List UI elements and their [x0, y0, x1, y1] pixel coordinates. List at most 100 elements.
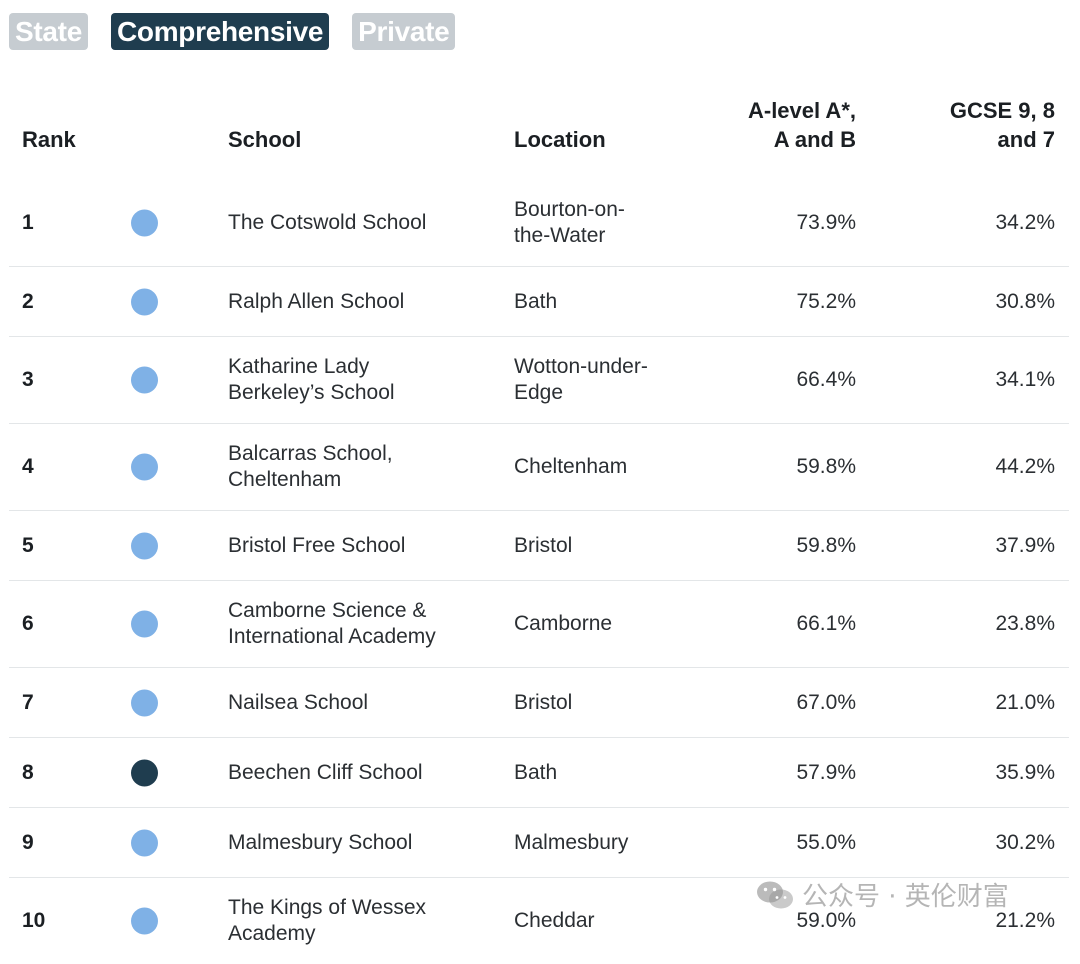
- rank-cell: 9: [22, 830, 34, 854]
- school-name-line2: International Academy: [228, 625, 436, 648]
- rank-cell: 2: [22, 289, 34, 313]
- school-name[interactable]: Malmesbury School: [228, 830, 478, 856]
- table-row[interactable]: 4 Balcarras School, Cheltenham Cheltenham 59…: [9, 424, 1069, 511]
- alevel-value: 66.4%: [796, 368, 856, 391]
- school-name[interactable]: The Cotswold School: [228, 210, 478, 236]
- location-cell: Cheltenham: [514, 454, 674, 480]
- school-type-dot: [131, 689, 158, 716]
- location-line1: Bristol: [514, 690, 573, 714]
- school-type-dot: [131, 610, 158, 638]
- gcse-value: 37.9%: [995, 533, 1055, 557]
- school-name-line1: Malmesbury School: [228, 830, 413, 854]
- location-line2: the-Water: [514, 224, 606, 247]
- header-alevel-line1: A-level A*,: [747, 98, 856, 123]
- location-line1: Bath: [514, 289, 558, 313]
- location-line1: Malmesbury: [514, 830, 629, 854]
- school-type-filters: State Comprehensive Private: [9, 13, 456, 50]
- school-name-line1: The Kings of Wessex: [228, 896, 427, 919]
- gcse-value: 21.2%: [995, 909, 1055, 932]
- gcse-value: 44.2%: [995, 455, 1055, 478]
- rank-cell: 6: [22, 612, 34, 635]
- header-school[interactable]: School: [228, 127, 302, 152]
- table-row[interactable]: 5 Bristol Free School Bristol 59.8% 37.9%: [9, 511, 1069, 581]
- school-name[interactable]: Bristol Free School: [228, 533, 478, 559]
- location-line1: Wotton-under-: [514, 355, 648, 378]
- location-line1: Bourton-on-: [514, 198, 625, 221]
- gcse-value: 30.8%: [995, 289, 1055, 313]
- alevel-value: 57.9%: [796, 760, 856, 784]
- school-name[interactable]: Balcarras School, Cheltenham: [228, 441, 478, 493]
- filter-state-button[interactable]: State: [9, 13, 88, 50]
- table-row[interactable]: 8 Beechen Cliff School Bath 57.9% 35.9%: [9, 738, 1069, 808]
- location-cell: Malmesbury: [514, 830, 674, 856]
- table-row[interactable]: 1 The Cotswold School Bourton-on-the-Water…: [9, 180, 1069, 267]
- location-cell: Bristol: [514, 533, 674, 559]
- rank-cell: 7: [22, 690, 34, 714]
- school-type-dot: [131, 759, 158, 786]
- header-alevel-line2: A and B: [773, 127, 856, 152]
- rank-cell: 3: [22, 368, 34, 391]
- location-line2: Edge: [514, 381, 564, 404]
- gcse-value: 21.0%: [995, 690, 1055, 714]
- alevel-value: 73.9%: [796, 211, 856, 234]
- school-type-dot: [131, 907, 158, 935]
- alevel-value: 67.0%: [796, 690, 856, 714]
- table-row[interactable]: 10 The Kings of Wessex Academy Cheddar 59.0%…: [9, 878, 1069, 964]
- location-line1: Cheddar: [514, 909, 595, 932]
- location-line1: Camborne: [514, 612, 613, 635]
- location-cell: Bristol: [514, 690, 674, 716]
- location-cell: Bath: [514, 760, 674, 786]
- school-name-line1: Ralph Allen School: [228, 289, 405, 313]
- location-cell: Cheddar: [514, 908, 674, 934]
- school-name[interactable]: Nailsea School: [228, 690, 478, 716]
- rank-cell: 4: [22, 455, 34, 478]
- table-row[interactable]: 9 Malmesbury School Malmesbury 55.0% 30.2%: [9, 808, 1069, 878]
- header-alevel[interactable]: A-level A*, A and B: [748, 96, 856, 154]
- rankings-table: Rank School Location A-level A*, A and B…: [9, 90, 1069, 964]
- gcse-value: 35.9%: [995, 760, 1055, 784]
- school-name-line1: The Cotswold School: [228, 211, 427, 234]
- location-cell: Bath: [514, 289, 674, 315]
- alevel-value: 66.1%: [796, 612, 856, 635]
- school-name-line1: Nailsea School: [228, 690, 369, 714]
- location-line1: Bristol: [514, 533, 573, 557]
- school-name-line1: Katharine Lady: [228, 355, 370, 378]
- table-header: Rank School Location A-level A*, A and B…: [9, 90, 1069, 180]
- filter-comprehensive-button[interactable]: Comprehensive: [110, 13, 330, 50]
- school-name[interactable]: Katharine Lady Berkeley’s School: [228, 354, 478, 406]
- alevel-value: 59.8%: [796, 455, 856, 478]
- school-name[interactable]: The Kings of Wessex Academy: [228, 895, 478, 947]
- table-row[interactable]: 2 Ralph Allen School Bath 75.2% 30.8%: [9, 267, 1069, 337]
- filter-private-button[interactable]: Private: [352, 13, 456, 50]
- location-line1: Bath: [514, 760, 558, 784]
- table-row[interactable]: 3 Katharine Lady Berkeley’s School Wotton-u…: [9, 337, 1069, 424]
- header-gcse-line2: and 7: [997, 127, 1055, 152]
- table-row[interactable]: 6 Camborne Science & International Academy…: [9, 581, 1069, 668]
- school-name[interactable]: Camborne Science & International Academy: [228, 598, 478, 650]
- rank-cell: 5: [22, 533, 34, 557]
- table-row[interactable]: 7 Nailsea School Bristol 67.0% 21.0%: [9, 668, 1069, 738]
- location-cell: Wotton-under- Edge: [514, 354, 674, 406]
- school-name[interactable]: Ralph Allen School: [228, 289, 478, 315]
- school-type-dot: [131, 453, 158, 481]
- rank-cell: 1: [22, 211, 34, 234]
- school-name-line1: Camborne Science &: [228, 599, 427, 622]
- gcse-value: 23.8%: [995, 612, 1055, 635]
- location-line1: Cheltenham: [514, 455, 628, 478]
- school-name-line2: Academy: [228, 922, 316, 945]
- alevel-value: 75.2%: [796, 289, 856, 313]
- header-rank[interactable]: Rank: [22, 127, 76, 152]
- header-location[interactable]: Location: [514, 127, 606, 152]
- school-name-line1: Bristol Free School: [228, 533, 406, 557]
- school-name[interactable]: Beechen Cliff School: [228, 760, 478, 786]
- gcse-value: 34.1%: [995, 368, 1055, 391]
- school-type-dot: [131, 366, 158, 394]
- school-type-dot: [131, 532, 158, 559]
- header-gcse[interactable]: GCSE 9, 8 and 7: [950, 96, 1055, 154]
- school-name-line1: Beechen Cliff School: [228, 760, 423, 784]
- school-name-line2: Berkeley’s School: [228, 381, 395, 404]
- location-cell: Bourton-on-the-Water: [514, 197, 674, 249]
- header-gcse-line1: GCSE 9, 8: [949, 98, 1055, 123]
- alevel-value: 59.8%: [796, 533, 856, 557]
- table-body: 1 The Cotswold School Bourton-on-the-Water…: [9, 180, 1069, 964]
